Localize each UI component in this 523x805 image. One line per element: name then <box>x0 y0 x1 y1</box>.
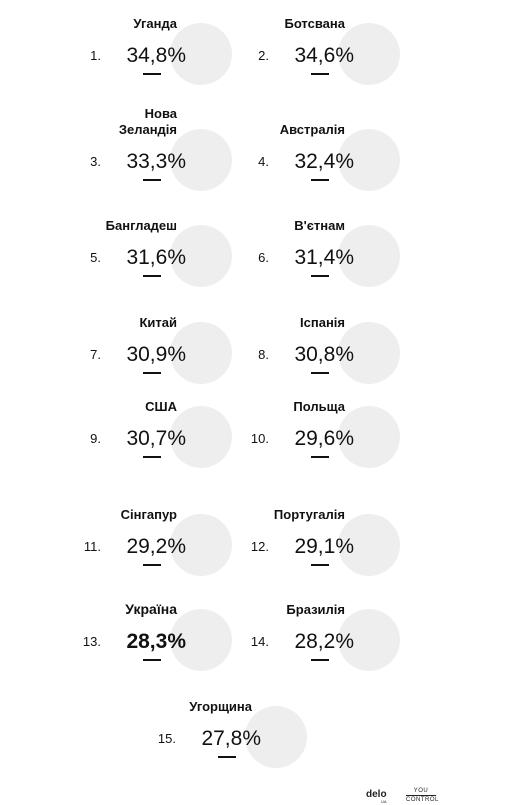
rank-label: 9. <box>90 431 101 446</box>
value-label: 32,4% <box>294 150 354 173</box>
country-name: Уганда <box>133 16 177 31</box>
country-name: В'єтнам <box>294 218 345 233</box>
country-item: Ботсвана 34,6% 2. <box>258 16 400 85</box>
country-name: Португалія <box>274 507 345 522</box>
pie-remainder <box>170 23 232 85</box>
country-name: Польща <box>293 399 345 414</box>
pie-remainder <box>170 129 232 191</box>
country-item: Польща 29,6% 10. <box>251 399 400 468</box>
country-name: Угорщина <box>189 699 253 714</box>
country-item: Україна 28,3% 13. <box>83 601 232 671</box>
pie-remainder <box>170 406 232 468</box>
delo-logo: delo <box>366 789 387 800</box>
pie-remainder <box>338 322 400 384</box>
rank-label: 6. <box>258 250 269 265</box>
country-item: Португалія 29,1% 12. <box>251 507 400 576</box>
value-label: 34,8% <box>126 44 186 67</box>
country-item: В'єтнам 31,4% 6. <box>258 218 400 287</box>
value-label: 27,8% <box>201 727 261 750</box>
rank-label: 3. <box>90 154 101 169</box>
value-label: 29,6% <box>294 427 354 450</box>
value-label: 30,7% <box>126 427 186 450</box>
pie-remainder <box>170 225 232 287</box>
value-label: 28,2% <box>294 630 354 653</box>
pie-remainder <box>338 129 400 191</box>
country-item: Китай 30,9% 7. <box>90 315 232 384</box>
value-label: 31,6% <box>126 246 186 269</box>
country-name: Бразилія <box>286 602 345 617</box>
country-name: Іспанія <box>300 315 345 330</box>
country-item: Угорщина 27,8% 15. <box>158 699 307 768</box>
rank-label: 5. <box>90 250 101 265</box>
country-name: Україна <box>125 601 177 617</box>
rank-label: 4. <box>258 154 269 169</box>
youcontrol-logo: YOU CONTROL <box>406 788 439 803</box>
country-name: Китай <box>139 315 177 330</box>
rank-label: 7. <box>90 347 101 362</box>
country-name: Австралія <box>280 122 345 137</box>
country-item: Бангладеш 31,6% 5. <box>90 218 232 287</box>
rank-label: 13. <box>83 634 101 649</box>
rank-label: 12. <box>251 539 269 554</box>
value-label: 30,8% <box>294 343 354 366</box>
value-label: 34,6% <box>294 44 354 67</box>
rank-label: 2. <box>258 48 269 63</box>
value-label: 29,2% <box>126 535 186 558</box>
pie-remainder <box>170 322 232 384</box>
pie-remainder <box>338 23 400 85</box>
rank-label: 8. <box>258 347 269 362</box>
country-item: Австралія 32,4% 4. <box>258 122 400 191</box>
pie-remainder <box>338 225 400 287</box>
youcontrol-logo-control: CONTROL <box>406 797 439 803</box>
rank-label: 1. <box>90 48 101 63</box>
pie-remainder <box>170 514 232 576</box>
youcontrol-logo-you: YOU <box>413 788 429 794</box>
value-label: 29,1% <box>294 535 354 558</box>
country-item: Іспанія 30,8% 8. <box>258 315 400 384</box>
country-name: Зеландія <box>119 122 177 137</box>
delo-logo-sub: UA <box>381 799 387 804</box>
country-name: США <box>145 399 177 414</box>
rank-label: 10. <box>251 431 269 446</box>
country-item: Сінгапур 29,2% 11. <box>84 507 232 576</box>
pie-remainder <box>338 609 400 671</box>
value-label: 31,4% <box>294 246 354 269</box>
country-item: Уганда 34,8% 1. <box>90 16 232 85</box>
pie-remainder <box>170 609 232 671</box>
pie-remainder <box>245 706 307 768</box>
rank-label: 11. <box>84 539 101 554</box>
country-name: Ботсвана <box>284 16 345 31</box>
country-name: Сінгапур <box>121 507 177 522</box>
pie-remainder <box>338 514 400 576</box>
rank-label: 14. <box>251 634 269 649</box>
country-name: Бангладеш <box>106 218 177 233</box>
country-name: Нова <box>145 106 178 121</box>
value-label: 28,3% <box>126 630 186 653</box>
pie-remainder <box>338 406 400 468</box>
value-label: 33,3% <box>126 150 186 173</box>
country-item: США 30,7% 9. <box>90 399 232 468</box>
value-label: 30,9% <box>126 343 186 366</box>
country-item: Бразилія 28,2% 14. <box>251 602 400 671</box>
rank-label: 15. <box>158 731 176 746</box>
